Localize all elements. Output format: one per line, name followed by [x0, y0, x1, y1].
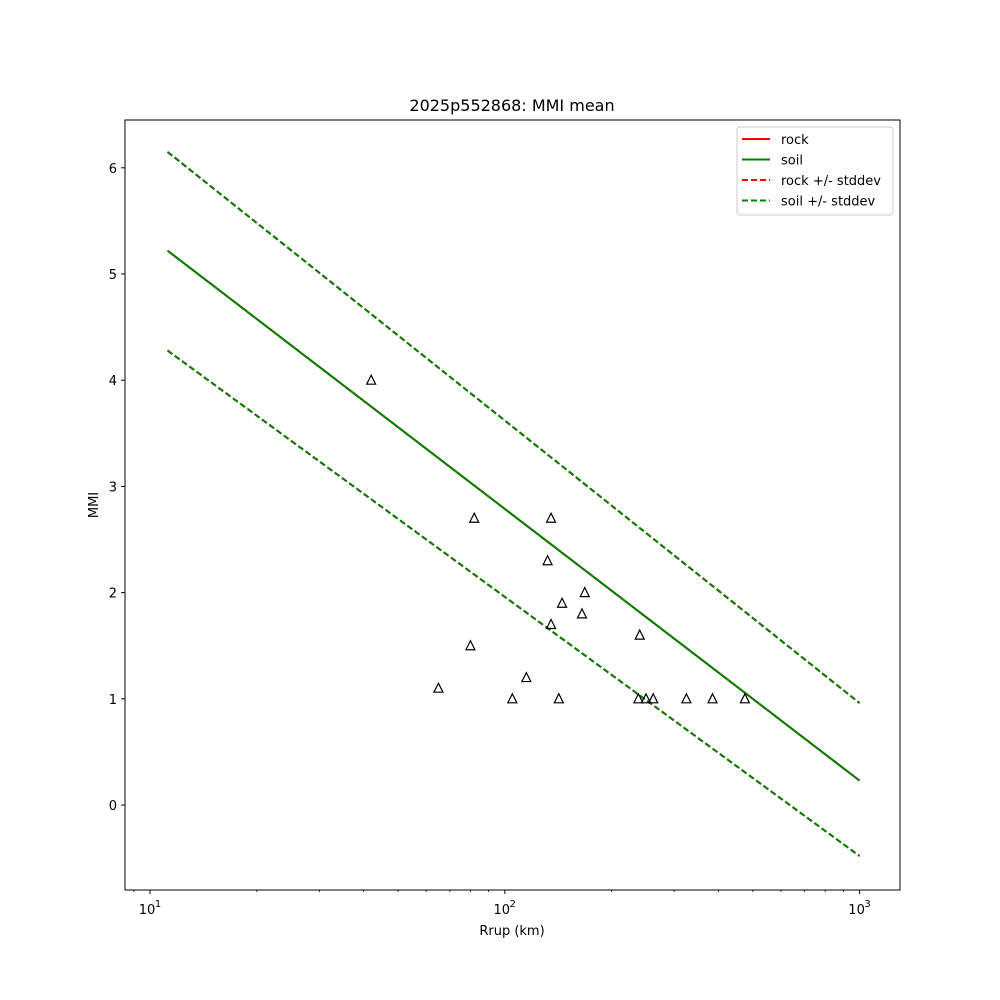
data-point [464, 639, 476, 651]
legend-box [736, 126, 894, 216]
data-point [739, 692, 751, 704]
data-point [545, 618, 557, 630]
data-point [365, 373, 377, 385]
data-point [707, 692, 718, 704]
legend-label: rock +/- stddev [781, 174, 881, 189]
y-tick-label: 2 [109, 587, 117, 602]
y-tick-label: 0 [109, 799, 117, 814]
x-tick-label: 10 [848, 903, 865, 918]
x-tick-label-exponent: 2 [510, 899, 516, 910]
data-point [634, 628, 646, 640]
chart-title: 2025p552868: MMI mean [409, 96, 614, 115]
data-point [576, 607, 588, 619]
series-line-soil [166, 249, 861, 782]
series-line-lower-soil-stddev [166, 349, 861, 857]
data-point [579, 586, 591, 598]
data-point [556, 596, 568, 608]
legend: rock soil rock +/- stddev soil +/- stddev [736, 126, 894, 216]
data-point [640, 692, 652, 704]
data-points-layer [365, 373, 751, 704]
y-axis-label: MMI [87, 492, 102, 518]
data-point [680, 692, 692, 704]
x-tick-label: 10 [494, 903, 511, 918]
x-axis: 10 1 10 2 10 3 [133, 890, 871, 918]
data-point [542, 554, 554, 566]
y-tick-label: 3 [109, 480, 117, 495]
data-point [520, 671, 532, 683]
x-tick-label-exponent: 1 [155, 899, 161, 910]
series-line-soil-stddev [166, 151, 861, 704]
plot-frame [124, 119, 901, 891]
data-point [647, 692, 659, 704]
data-point [468, 511, 480, 523]
y-tick-label: 6 [109, 162, 117, 177]
data-point [632, 692, 644, 704]
legend-label: soil +/- stddev [781, 195, 876, 210]
legend-label: soil [781, 154, 803, 169]
curves-layer [166, 151, 861, 857]
x-axis-label: Rrup (km) [479, 924, 544, 939]
x-tick-label: 10 [139, 903, 156, 918]
x-tick-label-exponent: 3 [864, 899, 870, 910]
data-point [545, 511, 557, 523]
data-point [506, 692, 518, 704]
y-tick-label: 5 [109, 268, 117, 283]
plot-area [125, 120, 900, 890]
y-tick-label: 1 [109, 693, 117, 708]
legend-label: rock [781, 133, 809, 148]
y-axis: 0 1 2 3 4 5 6 [109, 162, 125, 814]
data-point [432, 681, 444, 693]
y-tick-label: 4 [109, 374, 117, 389]
data-point [553, 692, 565, 704]
